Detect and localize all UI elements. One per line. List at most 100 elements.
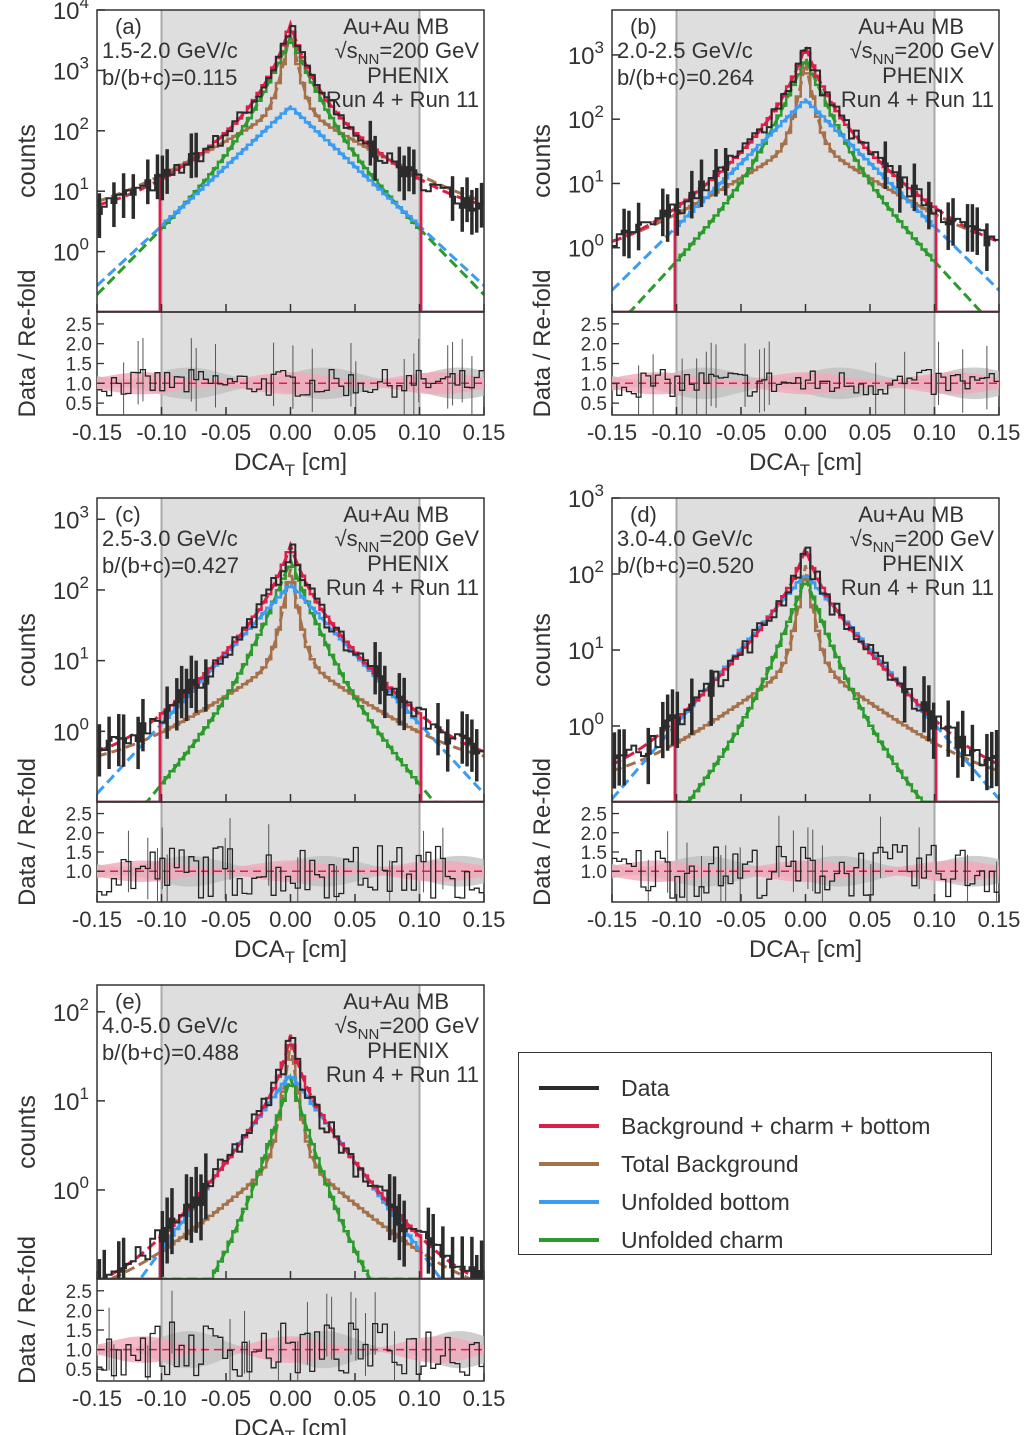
data-histogram: [612, 546, 999, 767]
xtick-label: 0.00: [269, 907, 312, 932]
shaded-region-ratio: [161, 312, 420, 415]
xlabel-sub: T: [800, 948, 810, 967]
ytick-label: 100: [53, 714, 89, 746]
ratio-ytick-label: 1.5: [66, 1321, 92, 1342]
legend: Data Background + charm + bottom Total B…: [518, 1052, 992, 1255]
runs-label: Run 4 + Run 11: [841, 87, 994, 112]
legend-label-total: Background + charm + bottom: [621, 1112, 931, 1139]
xlabel-unit: [cm]: [295, 449, 347, 476]
shaded-region: [161, 985, 420, 1279]
legend-swatch-background: [539, 1162, 599, 1166]
bottom-fraction: b/(b+c)=0.264: [617, 65, 754, 90]
ytick-label: 103: [53, 53, 89, 85]
xtick-label: 0.15: [463, 907, 506, 932]
data-histogram: [97, 543, 484, 755]
xlabel-sub: T: [285, 948, 295, 967]
ratio-ytick-label: 1.5: [66, 843, 92, 864]
energy-rest: =200 GeV: [894, 526, 994, 551]
bottom-histogram: [612, 100, 999, 312]
xtick-label: 0.10: [913, 907, 956, 932]
pt-range: 2.0-2.5 GeV/c: [617, 38, 753, 63]
panel-label: (e): [115, 989, 142, 1014]
energy-rest: =200 GeV: [379, 38, 479, 63]
ytick-exp: 0: [80, 235, 89, 254]
energy-label: √sNN=200 GeV: [850, 38, 995, 68]
system-label: Au+Au MB: [343, 502, 449, 527]
ytick-label: 100: [568, 231, 604, 263]
energy-sqrt: √s: [335, 1013, 358, 1038]
xlabel-sub: T: [285, 461, 295, 480]
ylabel-ratio: Data / Re-fold: [14, 758, 41, 906]
energy-rest: =200 GeV: [894, 38, 994, 63]
energy-rest: =200 GeV: [379, 1013, 479, 1038]
ytick-base: 10: [53, 649, 80, 676]
background-histogram: [612, 578, 999, 802]
xtick-label: 0.05: [849, 907, 892, 932]
xtick-label: -0.10: [136, 907, 186, 932]
total-histogram: [612, 553, 999, 802]
ytick-label: 101: [53, 1084, 89, 1116]
runs-label: Run 4 + Run 11: [326, 1062, 479, 1087]
xtick-label: 0.15: [463, 1386, 506, 1411]
runs-label: Run 4 + Run 11: [841, 575, 994, 600]
xtick-label: 0.05: [334, 1386, 377, 1411]
energy-sub: NN: [873, 51, 895, 68]
xlabel: DCAT [cm]: [234, 936, 347, 967]
xtick-label: 0.00: [784, 420, 827, 445]
ylabel-ratio: Data / Re-fold: [14, 1236, 41, 1384]
runs-label: Run 4 + Run 11: [326, 87, 479, 112]
ytick-label: 101: [53, 174, 89, 206]
ytick-base: 10: [53, 578, 80, 605]
ytick-exp: 0: [595, 231, 604, 250]
xlabel: DCAT [cm]: [234, 449, 347, 480]
ylabel-ratio: Data / Re-fold: [529, 758, 556, 906]
ratio-ytick-label: 1.0: [66, 374, 92, 395]
ytick-base: 10: [53, 719, 80, 746]
bottom-fraction: b/(b+c)=0.488: [102, 1040, 239, 1065]
ytick-exp: 2: [80, 114, 89, 133]
xtick-label: 0.05: [849, 420, 892, 445]
xtick-label: -0.05: [201, 907, 251, 932]
ylabel-counts: counts: [13, 1095, 41, 1169]
energy-sub: NN: [358, 539, 380, 556]
energy-sqrt: √s: [335, 526, 358, 551]
charm-histogram: [97, 565, 484, 802]
bottom-fraction: b/(b+c)=0.115: [102, 65, 237, 90]
ratio-ytick-label: 2.5: [66, 315, 92, 336]
xlabel-sub: T: [285, 1427, 295, 1435]
xtick-label: -0.10: [136, 420, 186, 445]
energy-label: √sNN=200 GeV: [850, 526, 995, 556]
legend-swatch-total: [539, 1124, 599, 1128]
bottom-histogram: [97, 585, 484, 802]
ratio-ytick-label: 1.5: [66, 355, 92, 376]
ytick-exp: 1: [595, 633, 604, 652]
ylabel-counts: counts: [13, 124, 41, 198]
xlabel-main: DCA: [234, 936, 285, 963]
xlabel-main: DCA: [234, 449, 285, 476]
ratio-ytick-label: 2.0: [66, 1301, 92, 1322]
xlabel-unit: [cm]: [810, 449, 862, 476]
ratio-ytick-label: 1.0: [66, 1341, 92, 1362]
ytick-base: 10: [53, 1000, 80, 1027]
ytick-exp: 3: [595, 38, 604, 57]
charm-histogram: [612, 582, 999, 802]
data-histogram: [97, 25, 484, 215]
xtick-label: -0.05: [201, 420, 251, 445]
ytick-label: 101: [53, 644, 89, 676]
bottom-histogram: [97, 107, 484, 312]
ytick-exp: 2: [595, 102, 604, 121]
background-histogram: [97, 1058, 484, 1279]
ytick-exp: 3: [80, 502, 89, 521]
ytick-base: 10: [53, 507, 80, 534]
bottom-fraction: b/(b+c)=0.520: [617, 553, 754, 578]
ytick-base: 10: [568, 236, 595, 263]
xtick-label: -0.10: [651, 420, 701, 445]
xtick-label: -0.05: [201, 1386, 251, 1411]
ratio-histogram: [612, 368, 999, 398]
energy-sub: NN: [358, 51, 380, 68]
ratio-ytick-label: 2.0: [66, 335, 92, 356]
